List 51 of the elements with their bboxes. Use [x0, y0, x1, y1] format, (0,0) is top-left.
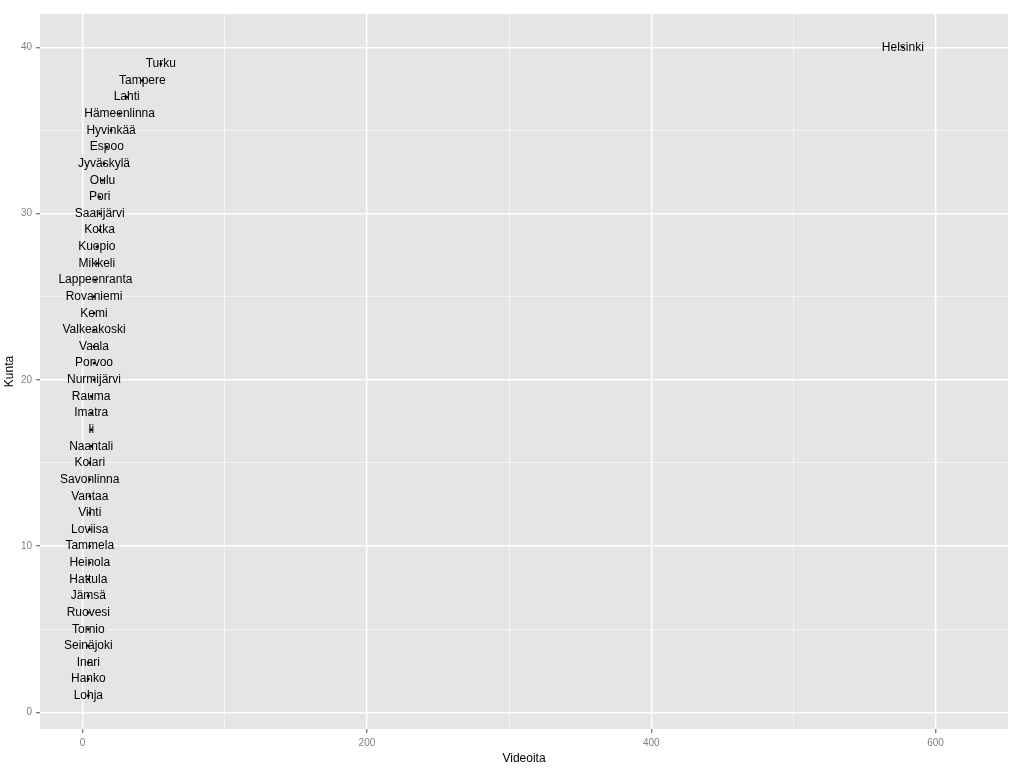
- data-label: Ii: [88, 422, 95, 437]
- data-label: Oulu: [89, 172, 116, 187]
- data-label: Espoo: [89, 139, 125, 154]
- data-label: Lohja: [73, 688, 104, 703]
- data-label: Ruovesi: [66, 604, 111, 619]
- y-tick-label: 20: [20, 373, 33, 385]
- data-label: Kolari: [74, 455, 106, 470]
- data-label: Hyvinkää: [86, 122, 137, 137]
- data-label: Nurmijärvi: [67, 372, 122, 387]
- data-label: Seinäjoki: [63, 638, 113, 653]
- data-label: Vantaa: [71, 488, 109, 503]
- data-label: Jämsä: [70, 588, 107, 603]
- data-label: Loviisa: [71, 521, 109, 536]
- data-label: Savonlinna: [60, 471, 120, 486]
- data-label: Lappeenranta: [58, 272, 133, 287]
- data-label: Inari: [76, 654, 100, 669]
- y-tick-label: 0: [26, 706, 33, 718]
- data-label: Kemi: [80, 305, 108, 320]
- data-label: Rovaniemi: [65, 288, 123, 303]
- data-label: Imatra: [74, 405, 109, 420]
- data-label: Jyväskylä: [77, 155, 131, 170]
- data-label: Kotka: [84, 222, 116, 237]
- data-label: Porvoo: [75, 355, 114, 370]
- x-tick-label: 200: [358, 736, 376, 748]
- x-tick-label: 400: [642, 736, 660, 748]
- data-label: Pori: [89, 189, 111, 204]
- y-axis-title: Kunta: [1, 355, 16, 388]
- data-label: Valkeakoski: [62, 322, 126, 337]
- data-label: Hämeenlinna: [84, 106, 156, 121]
- data-label: Kuopio: [78, 239, 116, 254]
- data-label: Mikkeli: [78, 255, 116, 270]
- data-label: Tammela: [65, 538, 115, 553]
- data-label: Tampere: [119, 72, 167, 87]
- x-axis-title: Videoita: [502, 751, 546, 766]
- x-tick-label: 600: [927, 736, 945, 748]
- data-label: Rauma: [71, 388, 111, 403]
- data-label: Hanko: [70, 671, 106, 686]
- y-tick-label: 30: [20, 207, 33, 219]
- data-label: Lahti: [113, 89, 140, 104]
- data-label: Tornio: [71, 621, 105, 636]
- data-label: Hattula: [69, 571, 108, 586]
- data-label: Helsinki: [881, 39, 924, 54]
- y-tick-label: 10: [20, 539, 33, 551]
- data-label: Turku: [145, 56, 176, 71]
- y-tick-label: 40: [20, 41, 33, 53]
- data-label: Saarijärvi: [74, 205, 125, 220]
- data-label: Vaala: [79, 338, 110, 353]
- x-tick-label: 0: [79, 736, 86, 748]
- data-label: Naantali: [69, 438, 114, 453]
- data-label: Heinola: [69, 555, 111, 570]
- data-label: Vihti: [78, 505, 102, 520]
